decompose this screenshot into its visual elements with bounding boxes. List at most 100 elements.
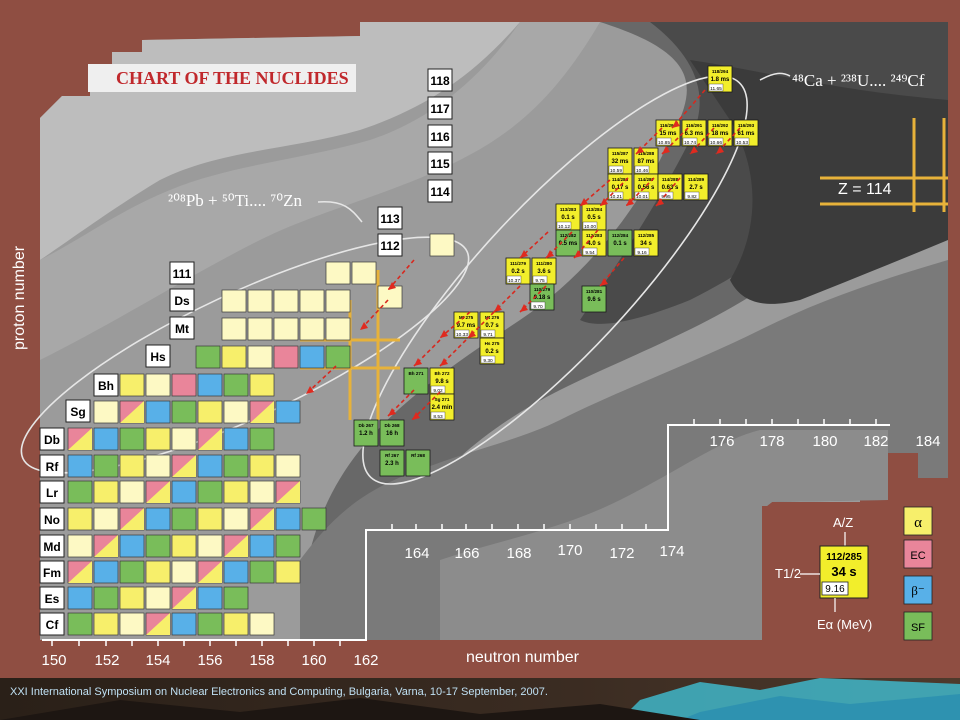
new-nuclide-half-life: 0.56 s bbox=[638, 185, 655, 191]
new-nuclide-energy-box bbox=[582, 221, 598, 230]
new-nuclide-energy-box bbox=[708, 83, 724, 92]
element-label: Mt bbox=[175, 322, 189, 336]
known-nuclide-cell bbox=[119, 427, 145, 451]
known-nuclide-cell bbox=[119, 560, 145, 584]
new-nuclide-energy-box bbox=[480, 355, 496, 364]
new-nuclide-half-life: 2.7 s bbox=[689, 185, 703, 191]
known-nuclide-cell bbox=[223, 427, 249, 451]
known-nuclide-split bbox=[276, 481, 300, 503]
new-nuclide-energy-box bbox=[734, 137, 750, 146]
new-nuclide-name: Mt 275 bbox=[459, 315, 474, 320]
element-label: 111 bbox=[173, 267, 192, 281]
new-nuclide-energy: 10.21 bbox=[610, 194, 622, 200]
new-nuclide-name: 111/279 bbox=[510, 261, 527, 266]
new-nuclide-energy: 10.12 bbox=[558, 224, 570, 230]
axis-label-x: neutron number bbox=[466, 649, 580, 666]
known-nuclide-cell bbox=[171, 427, 197, 451]
legend-ec-label: EC bbox=[910, 550, 925, 562]
known-nuclide-split bbox=[146, 481, 170, 503]
known-nuclide-split bbox=[120, 401, 144, 423]
new-nuclide-cell bbox=[353, 419, 379, 447]
known-nuclide-cell bbox=[249, 454, 275, 478]
x-tick: 166 bbox=[454, 545, 479, 562]
known-nuclide-cell bbox=[275, 507, 301, 531]
x-tick: 182 bbox=[863, 433, 888, 450]
known-nuclide-cell bbox=[67, 454, 93, 478]
legend-sample-name: 112/285 bbox=[826, 552, 862, 563]
new-nuclide-energy: 10.01 bbox=[636, 194, 648, 200]
known-nuclide-cell bbox=[93, 480, 119, 504]
new-nuclide-energy: 9.95 bbox=[661, 194, 671, 200]
known-nuclide-cell bbox=[197, 586, 223, 610]
new-nuclide-half-life: 18 ms bbox=[711, 131, 729, 137]
new-nuclide-half-life: 87 ms bbox=[637, 159, 655, 165]
known-nuclide-cell bbox=[247, 345, 273, 369]
x-tick: 152 bbox=[94, 652, 119, 669]
new-nuclide-energy: 10.37 bbox=[508, 278, 520, 284]
x-tick: 168 bbox=[506, 545, 531, 562]
new-nuclide-energy: 9.30 bbox=[483, 358, 493, 364]
new-nuclide-half-life: 16 h bbox=[386, 431, 398, 437]
new-nuclide-half-life: 9.6 s bbox=[587, 297, 601, 303]
known-nuclide-cell bbox=[171, 612, 197, 636]
element-label: 113 bbox=[380, 212, 400, 226]
new-nuclide-name: Db 268 bbox=[384, 423, 400, 428]
known-nuclide-cell bbox=[171, 507, 197, 531]
new-nuclide-cell bbox=[379, 449, 405, 477]
known-nuclide-cell bbox=[197, 373, 223, 397]
known-nuclide-cell bbox=[325, 261, 351, 285]
known-nuclide-cell bbox=[221, 317, 247, 341]
element-labels: Cf Es Fm Md No Lr Rf Db Sg Bh Hs Mt Ds 1… bbox=[39, 68, 453, 636]
new-nuclide-half-life: 15 ms bbox=[659, 131, 677, 137]
x-tick: 176 bbox=[709, 433, 734, 450]
shell-label: Z = 114 bbox=[838, 181, 892, 198]
new-nuclide-energy: 9.75 bbox=[535, 278, 545, 284]
new-nuclide-name: 111/280 bbox=[536, 261, 553, 266]
element-label: 115 bbox=[430, 157, 450, 171]
x-ticks-upper: 176 178 180 182 184 bbox=[709, 433, 940, 450]
known-nuclide-cell bbox=[145, 507, 171, 531]
x-tick: 154 bbox=[145, 652, 170, 669]
title-box bbox=[88, 64, 356, 92]
known-nuclide-cell bbox=[93, 454, 119, 478]
legend-energy-label: Eα (MeV) bbox=[817, 617, 872, 632]
element-label: Lr bbox=[46, 486, 58, 500]
new-nuclide-name: 110/279 bbox=[534, 287, 551, 292]
element-label: Db bbox=[44, 433, 60, 447]
new-nuclide-name: 110/281 bbox=[586, 289, 603, 294]
element-label: Cf bbox=[46, 618, 60, 632]
known-nuclide-cell bbox=[93, 507, 119, 531]
new-nuclide-half-life: 9.7 ms bbox=[457, 323, 476, 329]
known-nuclide-cell bbox=[197, 507, 223, 531]
new-nuclide-half-life: 0.7 s bbox=[485, 323, 499, 329]
known-nuclide-cell bbox=[249, 480, 275, 504]
axis-tickmarks bbox=[51, 419, 877, 646]
new-nuclide-energy: 10.85 bbox=[658, 140, 670, 146]
known-nuclide-cell bbox=[197, 480, 223, 504]
new-nuclide-energy-box bbox=[430, 411, 446, 420]
new-nuclide-energy: 10.74 bbox=[684, 140, 696, 146]
known-nuclide-cell bbox=[299, 289, 325, 313]
known-nuclide-split bbox=[120, 508, 144, 530]
x-tick: 150 bbox=[41, 652, 66, 669]
known-nuclide-cell bbox=[275, 560, 301, 584]
known-nuclide-cell bbox=[299, 345, 325, 369]
new-nuclide-half-life: 32 ms bbox=[611, 159, 629, 165]
known-nuclide-cell bbox=[145, 427, 171, 451]
known-nuclide-cell bbox=[67, 507, 93, 531]
new-nuclide-cell bbox=[405, 449, 431, 477]
known-nuclide-cell bbox=[93, 560, 119, 584]
known-nuclide-split bbox=[250, 508, 274, 530]
new-nuclide-cell bbox=[607, 229, 633, 257]
new-nuclide-energy-box bbox=[582, 247, 598, 256]
element-label: Sg bbox=[70, 405, 85, 419]
known-nuclide-cell bbox=[273, 289, 299, 313]
new-nuclide-half-life: 0.2 s bbox=[485, 349, 499, 355]
new-nuclide-name: 114/286 bbox=[612, 177, 629, 182]
legend-az-label: A/Z bbox=[833, 515, 853, 530]
x-tick: 156 bbox=[197, 652, 222, 669]
known-nuclide-cell bbox=[351, 261, 377, 285]
known-nuclide-cell bbox=[145, 454, 171, 478]
new-nuclide-half-life: 0.18 s bbox=[534, 295, 551, 301]
new-nuclide-name: 112/282 bbox=[560, 233, 577, 238]
